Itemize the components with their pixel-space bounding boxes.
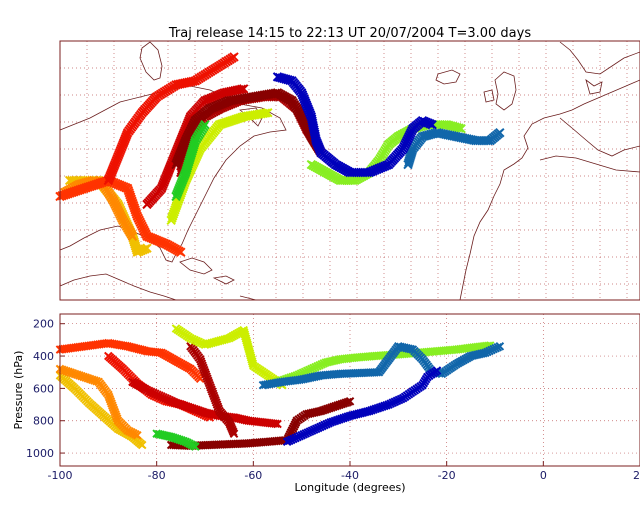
pressure-series-5-mark [229,429,239,438]
x-tick-label: 0 [540,469,547,482]
x-tick-label: 20 [633,469,640,482]
map-series-8-mark [200,119,210,130]
pressure-series-4-mark [271,419,280,429]
map-series-2-mark [176,247,186,257]
x-tick-label: -100 [48,469,73,482]
map-series-4-mark [236,84,247,94]
x-tick-label: -20 [438,469,456,482]
map-series-9-mark [456,123,466,134]
pressure-trajectory-marks [55,324,505,451]
pressure-axis-ticks: -100 -80 -60 -40 -20 0 20 200 400 600 800 1000 [26,318,640,482]
x-axis-label: Longitude (degrees) [294,481,405,494]
y-tick-label: 200 [33,318,54,331]
y-axis-label: Pressure (hPa) [12,351,25,430]
x-tick-label: -80 [148,469,166,482]
map-series-3-mark [229,52,239,62]
pressure-series-1-mark [133,430,142,440]
map-series-10-mark [495,127,505,138]
pressure-panel: -100 -80 -60 -40 -20 0 20 200 400 600 800 1000 Long… [12,313,640,494]
map-trajectory-marks [55,52,505,257]
map-series-11-mark [427,119,437,130]
x-tick-label: -60 [244,469,262,482]
pressure-series-6-mark [345,397,355,406]
map-coastlines [59,41,640,301]
map-series-4-mark [238,84,249,94]
x-tick-label: -40 [341,469,359,482]
y-tick-label: 400 [33,350,54,363]
map-series-7-mark [263,108,273,118]
y-tick-label: 1000 [26,447,54,460]
y-tick-label: 800 [33,415,54,428]
pressure-series-8-mark [191,442,200,451]
map-series-7-mark [260,108,271,118]
map-series-1-mark [127,231,138,241]
pressure-series-4-mark [273,419,282,429]
map-series-0-mark [142,243,152,253]
chart-title: Traj release 14:15 to 22:13 UT 20/07/200… [168,26,531,41]
pressure-series-0-mark [137,440,147,450]
y-tick-label: 600 [33,382,54,395]
map-panel [55,40,640,301]
pressure-series-11-mark [432,366,442,375]
map-series-9-mark [454,123,464,133]
pressure-series-10-mark [495,342,505,351]
